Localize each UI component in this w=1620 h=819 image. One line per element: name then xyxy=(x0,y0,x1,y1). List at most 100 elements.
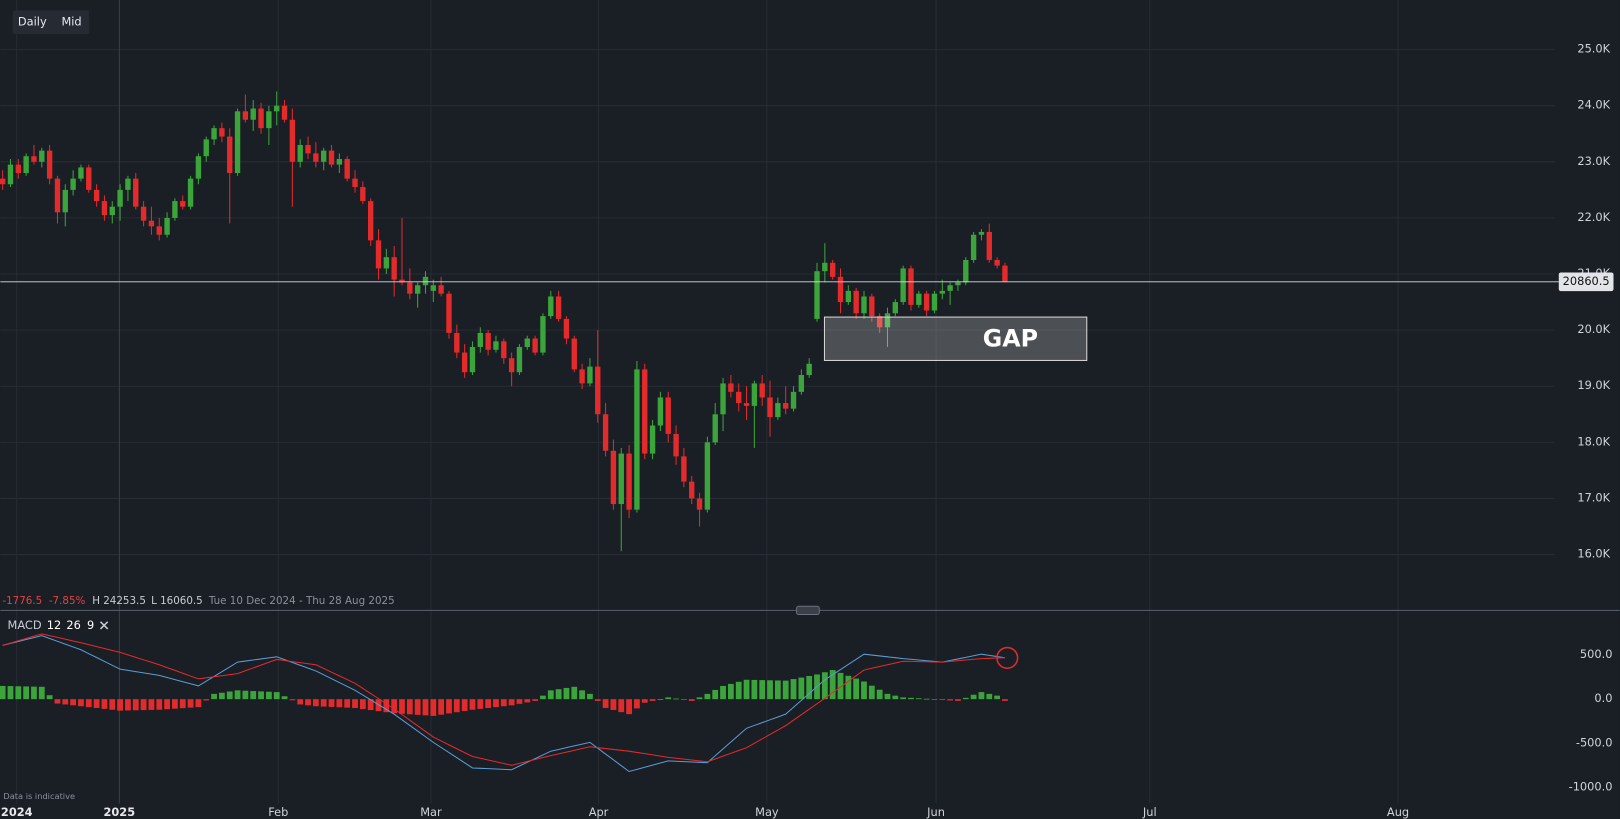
histogram-bar xyxy=(720,685,726,700)
y-tick-label: 22.0K xyxy=(1577,210,1610,224)
candle-body xyxy=(649,425,656,454)
histogram-bar xyxy=(23,686,30,700)
histogram-bar xyxy=(461,699,468,711)
histogram-bar xyxy=(289,699,296,701)
candle-body xyxy=(46,150,53,179)
candle-body xyxy=(493,341,499,350)
histogram-bar xyxy=(469,699,476,710)
candle-body xyxy=(297,144,303,162)
histogram-bar xyxy=(884,693,891,700)
histogram-bar xyxy=(305,699,311,706)
histogram-bar xyxy=(743,679,750,700)
candle-body xyxy=(540,316,546,353)
histogram-bar xyxy=(1002,699,1008,701)
histogram-bar xyxy=(172,699,178,709)
histogram-bar xyxy=(547,690,554,700)
histogram-bar xyxy=(704,693,711,700)
histogram-bar xyxy=(587,693,593,700)
histogram-bar xyxy=(806,675,813,700)
y-tick-label: 20.0K xyxy=(1577,322,1610,336)
histogram-bar xyxy=(265,691,272,700)
interval-button[interactable]: Daily xyxy=(18,15,47,29)
candle-body xyxy=(125,178,131,190)
candle-body xyxy=(869,296,875,317)
candle-body xyxy=(258,108,264,129)
price-type-button[interactable]: Mid xyxy=(61,15,81,29)
y-tick-label: -1000.0 xyxy=(1569,779,1613,793)
candle-body xyxy=(532,338,538,353)
histogram-bar xyxy=(994,695,1001,700)
candle-body xyxy=(1002,265,1008,282)
gap-box xyxy=(823,316,1088,361)
histogram-bar xyxy=(727,683,734,700)
candle-body xyxy=(806,363,812,376)
overlay: 16.0K17.0K18.0K19.0K20.0K21.0K22.0K23.0K… xyxy=(0,42,1614,819)
histogram-bar xyxy=(281,696,288,700)
histogram-bar xyxy=(195,699,202,708)
histogram-bar xyxy=(939,699,946,701)
candle-body xyxy=(955,282,961,286)
candle-body xyxy=(211,128,217,140)
candle-body xyxy=(978,231,985,235)
candle-body xyxy=(399,279,405,283)
candle-body xyxy=(15,164,21,174)
candle-body xyxy=(555,296,562,319)
histogram-bar xyxy=(681,699,687,700)
resize-handle[interactable] xyxy=(796,605,820,616)
candle-body xyxy=(712,414,718,443)
candle-body xyxy=(508,358,515,373)
x-tick-label: 2025 xyxy=(104,805,136,819)
macd-line xyxy=(2,635,1006,773)
candle-body xyxy=(861,296,867,314)
candle-body xyxy=(86,167,92,190)
histogram-bar xyxy=(38,686,45,700)
histogram-bar xyxy=(861,681,867,700)
candle-body xyxy=(62,189,68,213)
histogram-bar xyxy=(187,699,194,708)
close-indicator[interactable] xyxy=(99,621,109,630)
histogram-bar xyxy=(962,697,969,700)
y-tick-label: 19.0K xyxy=(1577,378,1610,392)
histogram-bar xyxy=(829,670,836,700)
candle-body xyxy=(829,262,836,277)
histogram-bar xyxy=(62,699,69,705)
macd-param: 9 xyxy=(87,618,94,632)
candle-body xyxy=(0,178,6,185)
candle-body xyxy=(101,201,108,216)
candle-body xyxy=(242,111,249,120)
histogram-bar xyxy=(626,699,632,715)
x-tick-label: Apr xyxy=(589,805,609,819)
candle-body xyxy=(23,156,29,174)
histogram-bar xyxy=(900,697,907,700)
histogram-bar xyxy=(508,699,515,706)
histogram-bar xyxy=(673,698,679,700)
candle-body xyxy=(430,285,437,291)
histogram-bar xyxy=(391,699,398,714)
candle-body xyxy=(571,338,577,370)
histogram-bar xyxy=(774,680,781,700)
last-price-label: 20860.5 xyxy=(1563,274,1610,288)
candle-body xyxy=(963,259,969,283)
histogram-bar xyxy=(7,686,14,700)
candle-body xyxy=(7,164,14,185)
candle-body xyxy=(884,313,891,328)
date-range: Tue 10 Dec 2024 - Thu 28 Aug 2025 xyxy=(208,595,395,607)
y-tick-label: 18.0K xyxy=(1577,434,1610,448)
x-tick-label: Aug xyxy=(1387,805,1409,819)
histogram-bar xyxy=(383,699,390,713)
histogram-bar xyxy=(258,691,264,700)
histogram-bar xyxy=(0,685,6,700)
x-tick-label: Jun xyxy=(926,805,945,819)
candle-body xyxy=(195,156,202,179)
last-price-tag xyxy=(1558,272,1614,292)
candle-body xyxy=(986,231,992,260)
histogram-bar xyxy=(602,699,609,708)
histogram-bar xyxy=(31,686,37,700)
candle-body xyxy=(172,201,178,218)
histogram-bar xyxy=(555,689,562,700)
histogram-bar xyxy=(735,681,742,700)
histogram-bar xyxy=(273,692,280,700)
candle-body xyxy=(391,257,397,280)
histogram-bar xyxy=(211,693,217,700)
candle-body xyxy=(133,178,139,207)
